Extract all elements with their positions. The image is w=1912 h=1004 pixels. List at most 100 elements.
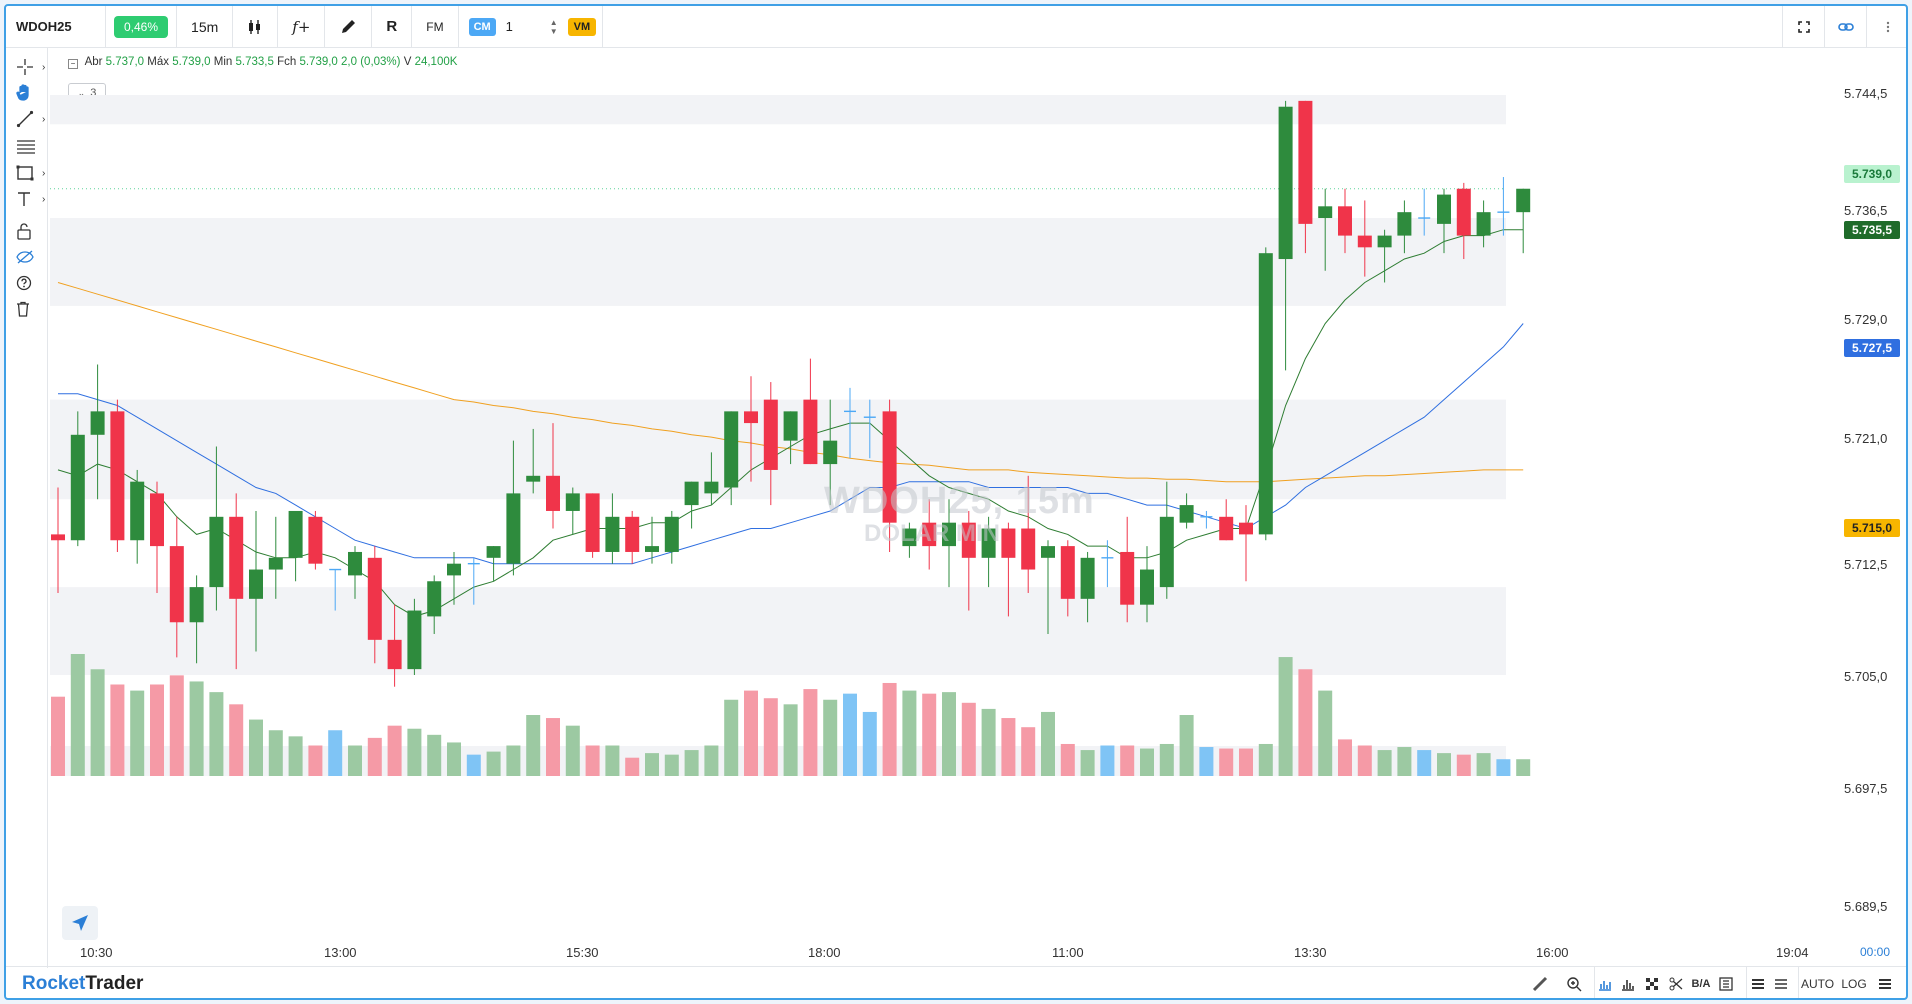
- tools-button[interactable]: [1666, 967, 1686, 998]
- time-tick: 16:00: [1536, 945, 1569, 960]
- candle-body: [486, 546, 501, 558]
- menu-icon: [1775, 979, 1787, 989]
- candle-body: [308, 516, 323, 564]
- low-value: 5.733,5: [235, 56, 274, 68]
- scroll-to-latest-button[interactable]: [62, 906, 98, 940]
- shape-tool[interactable]: ›: [12, 160, 46, 186]
- candle-style-button[interactable]: [233, 6, 279, 48]
- volume-bar: [1080, 750, 1095, 776]
- indicators-button[interactable]: f+: [278, 6, 326, 48]
- volume-bar: [308, 745, 323, 776]
- volume-bar: [189, 681, 204, 776]
- price-band: [50, 95, 1506, 125]
- volume-bar: [1258, 743, 1273, 776]
- chevron-right-icon[interactable]: ›: [42, 61, 46, 73]
- volume-bar: [843, 693, 857, 776]
- price-band: [50, 587, 1506, 675]
- volume-bar: [1417, 750, 1432, 776]
- more-icon: [1886, 21, 1889, 33]
- drawing-button[interactable]: [325, 6, 373, 48]
- zoom-in-icon: [1567, 977, 1582, 992]
- chevron-down-icon: ⌄: [77, 87, 86, 98]
- buy-market-button[interactable]: CM: [468, 17, 496, 36]
- timeframe-selector[interactable]: 15m: [177, 6, 234, 48]
- candle-body: [882, 411, 897, 523]
- crosshair-tool[interactable]: ›: [12, 54, 46, 80]
- ruler-button[interactable]: [1526, 967, 1554, 998]
- quantity-stepper[interactable]: 1 ▲ ▼: [502, 6, 562, 48]
- price-band: [50, 399, 1506, 500]
- fullscreen-button[interactable]: [1782, 6, 1824, 48]
- zoom-button[interactable]: [1560, 967, 1588, 998]
- last-price-badge: 5.739,0: [1844, 165, 1900, 183]
- ma-short-badge: 5.735,5: [1844, 221, 1900, 239]
- candle-body: [1120, 551, 1135, 605]
- auto-scale-button[interactable]: AUTO: [1798, 967, 1836, 998]
- volume-profile-icon: [1622, 980, 1634, 991]
- delete-tool[interactable]: [12, 296, 44, 322]
- app-window: WDOH25 0,46% 15m f+ R FM CM 1 ▲ ▼ VM: [4, 4, 1908, 1000]
- time-corner: 00:00: [1860, 945, 1891, 959]
- candle-body: [447, 563, 461, 576]
- chevron-right-icon[interactable]: ›: [42, 167, 46, 179]
- candle-body: [724, 411, 739, 488]
- high-label: Máx: [147, 56, 169, 68]
- book-detail-button[interactable]: [1716, 967, 1736, 998]
- fibonacci-tool[interactable]: [12, 134, 44, 160]
- candle-body: [1021, 528, 1036, 570]
- candle-body: [645, 546, 659, 552]
- candle-body: [1377, 235, 1392, 248]
- candle-body: [961, 522, 976, 558]
- navigation-arrow-icon: [72, 915, 88, 931]
- volume-bar: [605, 745, 620, 776]
- link-button[interactable]: [1824, 6, 1866, 48]
- cm-cell: CM: [459, 6, 502, 48]
- visibility-tool[interactable]: [12, 244, 44, 270]
- volume-bar: [1516, 759, 1531, 776]
- axis-settings-button[interactable]: [1872, 967, 1898, 998]
- candle-body: [1357, 235, 1372, 248]
- grid-button[interactable]: [1642, 967, 1662, 998]
- price-chart[interactable]: [6, 48, 1906, 966]
- help-tool[interactable]: [12, 270, 44, 296]
- volume-bar: [1278, 657, 1293, 776]
- chevron-right-icon[interactable]: ›: [42, 193, 46, 205]
- chevron-right-icon[interactable]: ›: [42, 113, 46, 125]
- pan-tool[interactable]: [12, 80, 44, 106]
- volume-bar: [1199, 747, 1214, 776]
- volume-bar: [565, 725, 580, 776]
- more-button[interactable]: [1866, 6, 1906, 48]
- settings-button[interactable]: [1770, 967, 1792, 998]
- sell-market-button[interactable]: VM: [567, 17, 597, 36]
- bars-button[interactable]: [1594, 967, 1614, 998]
- drawing-toolbar: › › › ›: [6, 48, 48, 968]
- reset-button[interactable]: R: [372, 6, 413, 48]
- candle-body: [783, 411, 798, 441]
- fm-button[interactable]: FM: [412, 6, 459, 48]
- help-icon: [16, 275, 32, 291]
- log-scale-button[interactable]: LOG: [1841, 977, 1867, 991]
- candlestick-icon: [249, 19, 261, 34]
- lock-tool[interactable]: [12, 218, 44, 244]
- candle-body: [288, 510, 303, 558]
- horizontal-lines-icon: [17, 140, 35, 154]
- price-tick: 5.697,5: [1844, 781, 1888, 796]
- candle-body: [823, 440, 838, 465]
- watermark-name: DOLAR MIN: [864, 520, 1000, 547]
- volume-profile-button[interactable]: [1618, 967, 1638, 998]
- volume-bar: [447, 742, 461, 776]
- candle-body: [130, 481, 145, 541]
- volume-bar: [328, 730, 343, 776]
- symbol-selector[interactable]: WDOH25: [6, 6, 106, 48]
- trendline-icon: [16, 110, 34, 128]
- trendline-tool[interactable]: ›: [12, 106, 46, 132]
- text-tool[interactable]: ›: [12, 186, 46, 212]
- volume-bar: [862, 711, 877, 776]
- volume-bar: [1100, 745, 1115, 776]
- volume-bar: [942, 692, 956, 776]
- candle-body: [249, 569, 263, 599]
- book-button[interactable]: B/A: [1691, 978, 1711, 990]
- orders-button[interactable]: [1746, 967, 1768, 998]
- stepper-arrows-icon[interactable]: ▲ ▼: [549, 17, 558, 36]
- legend-toggle-icon[interactable]: −: [68, 59, 78, 69]
